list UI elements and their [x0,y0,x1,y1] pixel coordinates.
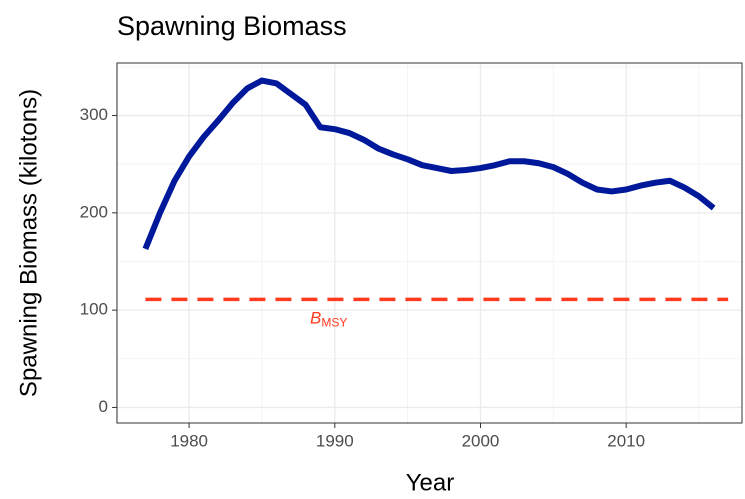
panel-border [116,62,743,424]
x-tick-label: 1990 [316,431,354,450]
data-line [142,77,716,250]
y-tick-label: 200 [80,202,108,221]
chart-title: Spawning Biomass [117,11,347,41]
y-axis-label: Spawning Biomass (kilotons) [15,89,42,397]
x-tick-label: 1980 [170,431,208,450]
reference-label: BMSY [310,309,347,330]
y-tick-label: 100 [80,300,108,319]
reference-label-main: B [310,309,321,328]
reference-label-sub: MSY [321,316,347,330]
x-axis-label: Year [406,469,455,496]
y-tick-label: 300 [80,105,108,124]
y-tick-label: 0 [99,397,108,416]
x-tick-label: 2010 [607,431,645,450]
x-tick-label: 2000 [462,431,500,450]
